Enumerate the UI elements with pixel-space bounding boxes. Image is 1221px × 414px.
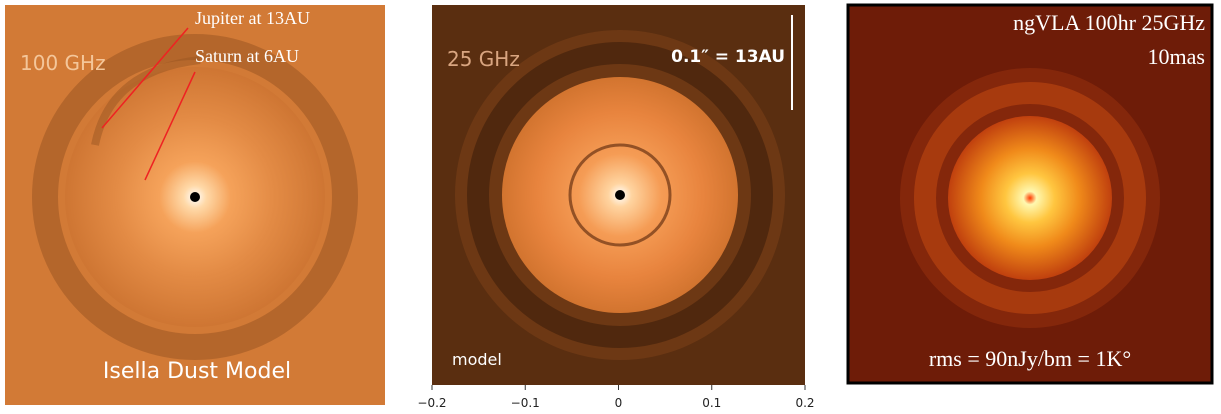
x-axis: −0.2 −0.1 0 0.1 0.2 [417, 385, 814, 410]
disk [948, 116, 1112, 280]
panel-1: 100 GHz Jupiter at 13AU Saturn at 6AU Is… [5, 5, 385, 405]
caption: model [452, 350, 502, 369]
panel-label: 25 GHz [447, 47, 520, 71]
caption: rms = 90nJy/bm = 1K° [929, 346, 1131, 371]
tick-label: −0.2 [417, 396, 446, 410]
tick-label: 0.1 [702, 396, 721, 410]
tick-label: 0 [615, 396, 623, 410]
panel-label: 100 GHz [20, 51, 106, 75]
panel-3: ngVLA 100hr 25GHz 10mas rms = 90nJy/bm =… [848, 5, 1212, 383]
panel-2: 25 GHz 0.1″ = 13AU model −0.2 −0.1 0 0.1 0.2 [417, 5, 814, 410]
title-line: ngVLA 100hr 25GHz [1013, 10, 1205, 35]
annotation: Jupiter at 13AU [195, 8, 310, 28]
star [190, 192, 200, 202]
title-line: 10mas [1148, 44, 1205, 69]
tick-label: −0.1 [511, 396, 540, 410]
figure: 100 GHz Jupiter at 13AU Saturn at 6AU Is… [0, 0, 1221, 414]
scale-label: 0.1″ = 13AU [671, 47, 785, 67]
tick-label: 0.2 [795, 396, 814, 410]
annotation: Saturn at 6AU [195, 46, 299, 66]
star [615, 190, 625, 200]
caption: Isella Dust Model [103, 359, 291, 384]
